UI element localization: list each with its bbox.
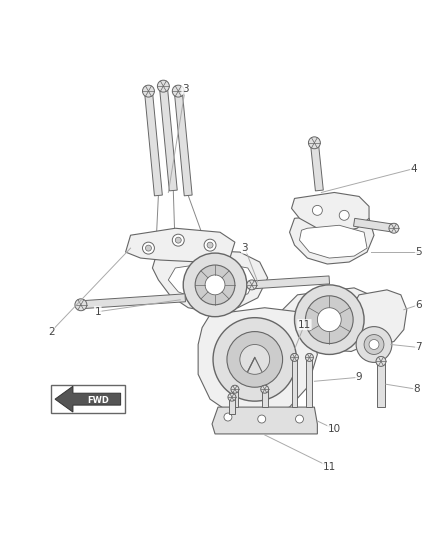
Polygon shape [145, 91, 162, 196]
Circle shape [172, 234, 184, 246]
Circle shape [247, 280, 257, 290]
Polygon shape [278, 288, 381, 351]
Polygon shape [232, 389, 238, 407]
Polygon shape [51, 385, 124, 413]
Polygon shape [81, 294, 185, 309]
Text: 10: 10 [328, 424, 341, 434]
Circle shape [205, 275, 225, 295]
Circle shape [369, 340, 379, 350]
Circle shape [142, 242, 155, 254]
Circle shape [157, 80, 170, 92]
Text: 3: 3 [182, 84, 188, 94]
Circle shape [364, 335, 384, 354]
Circle shape [142, 85, 155, 97]
Polygon shape [212, 407, 318, 434]
Circle shape [296, 415, 304, 423]
Polygon shape [311, 142, 323, 191]
Circle shape [213, 318, 297, 401]
Circle shape [183, 253, 247, 317]
Circle shape [389, 223, 399, 233]
Circle shape [240, 344, 270, 374]
Text: 11: 11 [298, 320, 311, 329]
Circle shape [318, 308, 341, 332]
Polygon shape [152, 250, 268, 312]
Text: 5: 5 [415, 247, 422, 257]
Circle shape [258, 415, 266, 423]
Circle shape [227, 332, 283, 387]
Text: 3: 3 [241, 243, 248, 253]
Polygon shape [307, 358, 312, 407]
Circle shape [224, 413, 232, 421]
Circle shape [175, 237, 181, 243]
Polygon shape [174, 91, 192, 196]
Polygon shape [168, 262, 255, 300]
Text: 11: 11 [323, 462, 336, 472]
Polygon shape [126, 228, 235, 262]
Polygon shape [55, 386, 120, 412]
Text: FWD: FWD [87, 395, 109, 405]
Polygon shape [251, 276, 329, 289]
Text: 2: 2 [48, 327, 54, 336]
Polygon shape [229, 397, 235, 414]
Polygon shape [290, 214, 374, 264]
Polygon shape [300, 225, 367, 258]
Polygon shape [347, 290, 407, 345]
Circle shape [207, 242, 213, 248]
Text: 7: 7 [415, 343, 422, 352]
Circle shape [290, 353, 298, 361]
Polygon shape [377, 361, 385, 407]
Circle shape [228, 393, 236, 401]
Circle shape [312, 205, 322, 215]
Circle shape [261, 385, 268, 393]
Text: 9: 9 [356, 372, 362, 382]
Circle shape [231, 385, 239, 393]
Circle shape [376, 357, 386, 366]
Circle shape [195, 265, 235, 305]
Polygon shape [159, 86, 177, 191]
Polygon shape [292, 192, 369, 232]
Text: 8: 8 [413, 384, 420, 394]
Circle shape [172, 85, 184, 97]
Polygon shape [353, 219, 395, 232]
Text: 1: 1 [95, 306, 101, 317]
Text: 4: 4 [410, 164, 417, 174]
Circle shape [145, 245, 152, 251]
Circle shape [305, 296, 353, 343]
Polygon shape [198, 308, 318, 417]
Text: 6: 6 [415, 300, 422, 310]
Circle shape [356, 327, 392, 362]
Circle shape [204, 239, 216, 251]
Circle shape [308, 137, 320, 149]
Circle shape [75, 299, 87, 311]
Polygon shape [292, 358, 297, 407]
Circle shape [305, 353, 314, 361]
Polygon shape [262, 389, 268, 407]
Circle shape [339, 211, 349, 220]
Circle shape [294, 285, 364, 354]
